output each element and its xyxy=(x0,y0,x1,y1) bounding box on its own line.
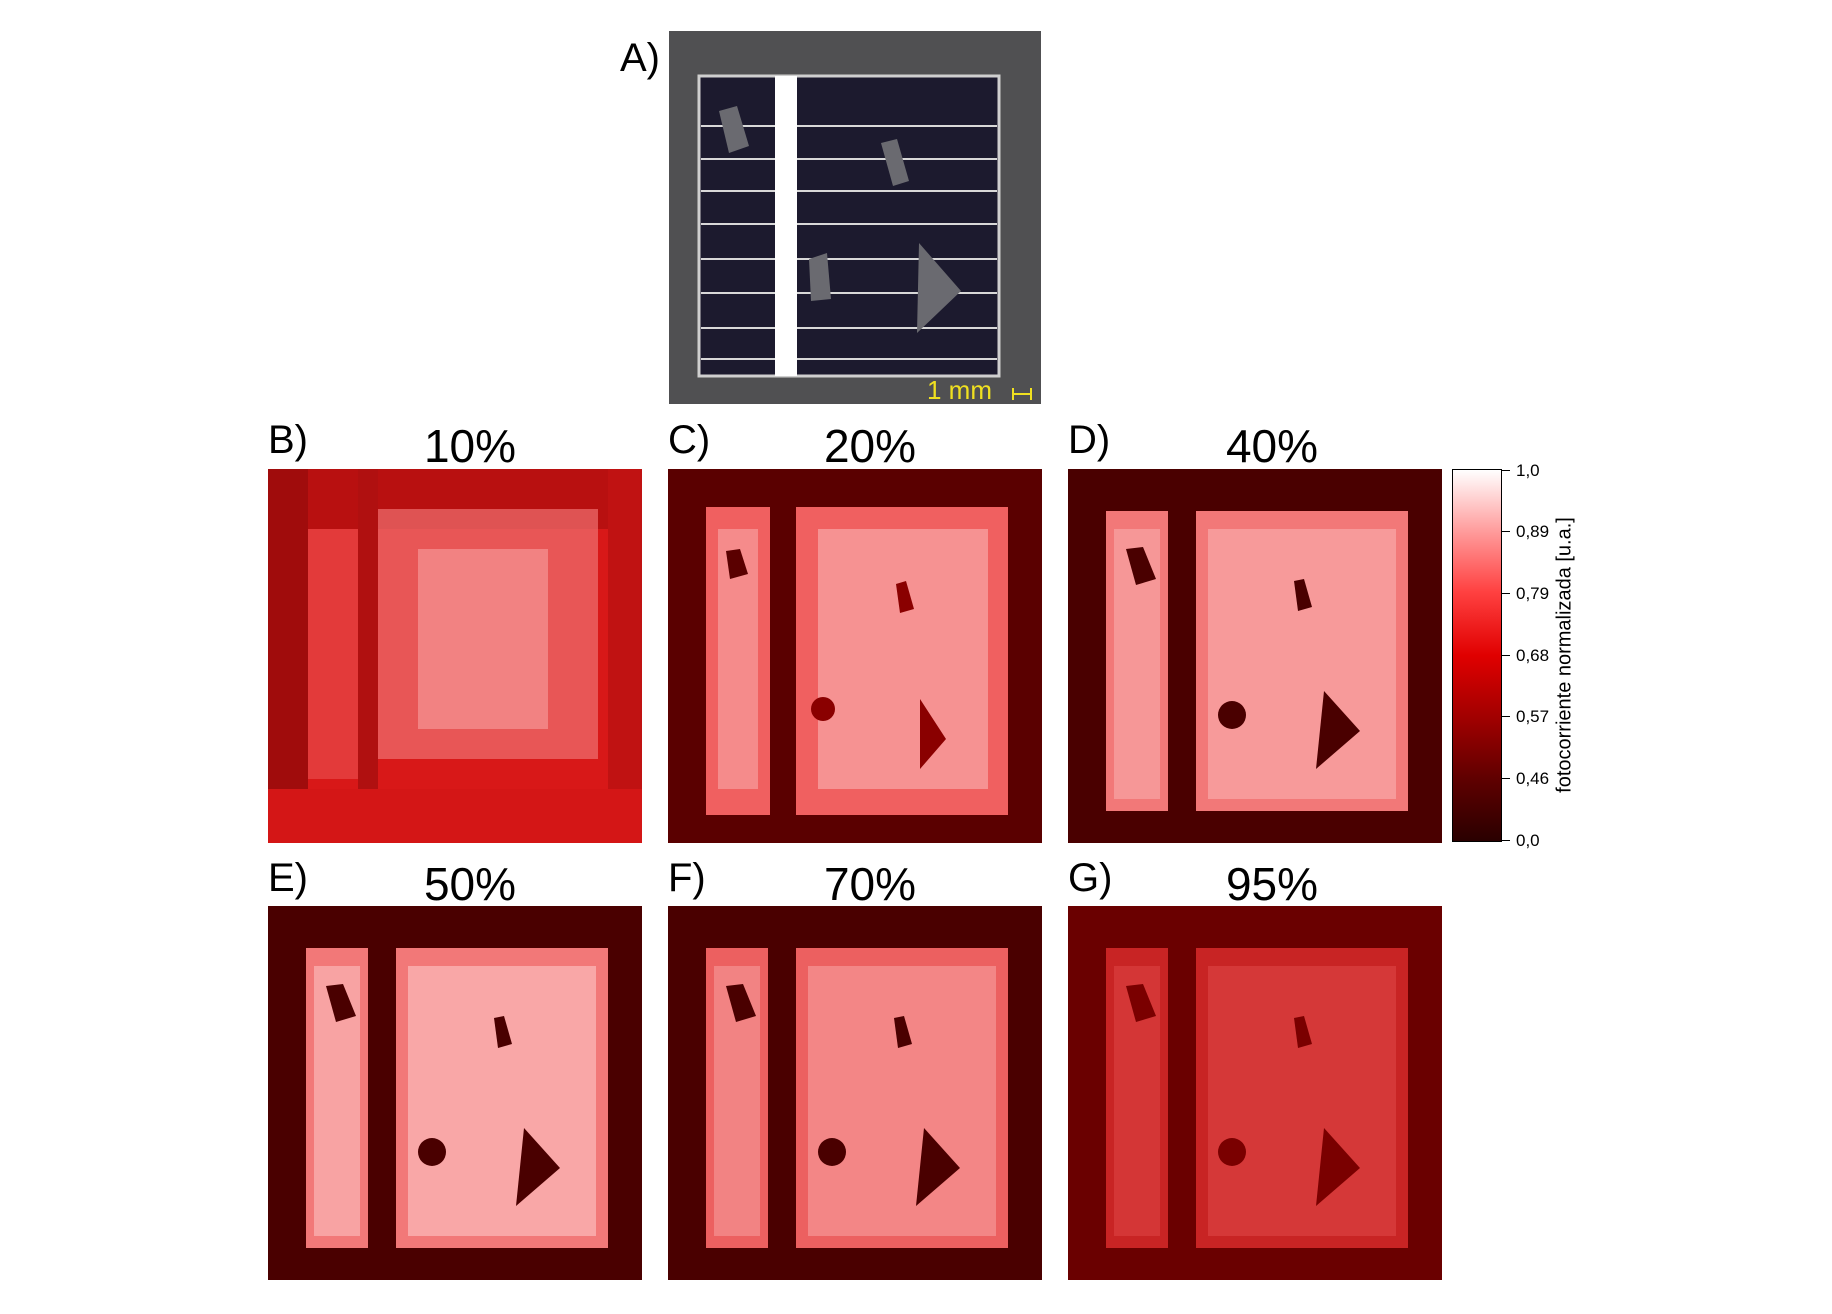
panel-c-label: C) xyxy=(668,418,711,462)
colorbar-tick-label: 0,57 xyxy=(1516,707,1550,726)
colorbar-tick-label: 0,46 xyxy=(1516,769,1550,788)
map-g-drawing xyxy=(1068,906,1442,1280)
scale-bar xyxy=(1012,388,1032,400)
panel-e-label: E) xyxy=(268,856,308,900)
solar-cell-photo xyxy=(669,31,1041,404)
colorbar-tick xyxy=(1502,470,1510,471)
map-c-drawing xyxy=(668,469,1042,843)
panel-e-percent: 50% xyxy=(423,858,517,910)
colorbar-tick xyxy=(1502,778,1510,779)
map-d-drawing xyxy=(1068,469,1442,843)
photocurrent-map-e xyxy=(268,906,642,1280)
colorbar-tick-label: 0,0 xyxy=(1516,831,1540,850)
photocurrent-map-g xyxy=(1068,906,1442,1280)
colorbar xyxy=(1452,469,1502,842)
photocurrent-map-c xyxy=(668,469,1042,843)
colorbar-tick xyxy=(1502,840,1510,841)
photocurrent-map-b xyxy=(268,469,642,843)
solar-cell-photo-drawing xyxy=(669,31,1041,404)
colorbar-tick xyxy=(1502,531,1510,532)
panel-d-percent: 40% xyxy=(1225,420,1319,472)
map-e-drawing xyxy=(268,906,642,1280)
colorbar-tick xyxy=(1502,655,1510,656)
panel-g-percent: 95% xyxy=(1225,858,1319,910)
colorbar-tick xyxy=(1502,716,1510,717)
colorbar-gradient xyxy=(1453,470,1501,841)
panel-b-percent: 10% xyxy=(423,420,517,472)
colorbar-tick-label: 0,79 xyxy=(1516,584,1550,603)
colorbar-tick-label: 0,89 xyxy=(1516,522,1550,541)
panel-d-label: D) xyxy=(1068,418,1111,462)
colorbar-tick-label: 1,0 xyxy=(1516,461,1540,480)
photocurrent-map-d xyxy=(1068,469,1442,843)
panel-a-label: A) xyxy=(620,36,660,80)
map-f-drawing xyxy=(668,906,1042,1280)
map-b-drawing xyxy=(268,469,642,843)
scale-bar-label: 1 mm xyxy=(927,375,992,405)
panel-c-percent: 20% xyxy=(823,420,917,472)
colorbar-title: fotocorriente normalizada [u.a.] xyxy=(1553,517,1576,793)
photocurrent-map-f xyxy=(668,906,1042,1280)
colorbar-tick xyxy=(1502,593,1510,594)
panel-g-label: G) xyxy=(1068,856,1113,900)
panel-f-label: F) xyxy=(668,856,706,900)
panel-b-label: B) xyxy=(268,418,308,462)
colorbar-tick-label: 0,68 xyxy=(1516,646,1550,665)
panel-f-percent: 70% xyxy=(823,858,917,910)
